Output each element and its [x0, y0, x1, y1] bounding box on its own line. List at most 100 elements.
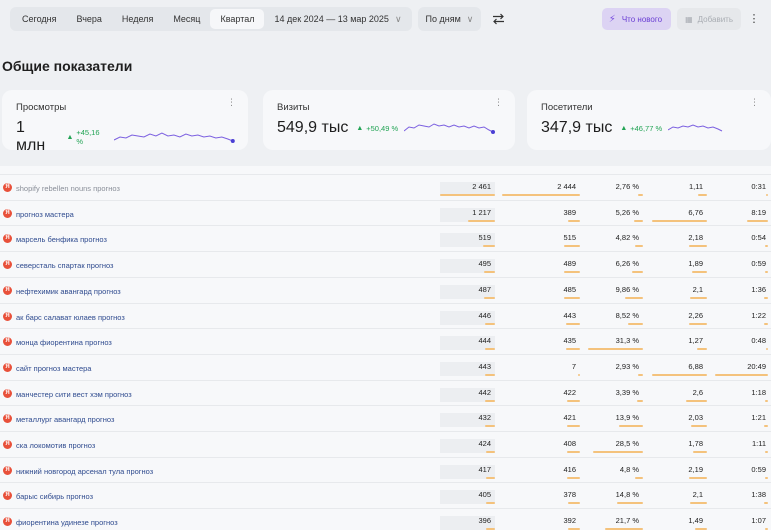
table-cell: 2,19: [652, 465, 707, 479]
more-vert-icon[interactable]: ⋮: [494, 97, 503, 107]
row-label[interactable]: фиорентина удинезе прогноз: [16, 518, 118, 528]
cell-bar: [485, 399, 495, 402]
cell-bar: [484, 296, 495, 299]
table-cell: 2,26: [652, 311, 707, 325]
row-label[interactable]: ска локомотив прогноз: [16, 441, 96, 450]
table-cell: 4,8 %: [588, 465, 643, 479]
table-cell: 2,93 %: [588, 362, 643, 376]
table-cell: 9,86 %: [588, 285, 643, 299]
row-label[interactable]: нижний новгород арсенал тула прогноз: [16, 466, 154, 476]
period-quarter-button[interactable]: Квартал: [210, 9, 265, 29]
metric-delta-value: +45,16 %: [76, 128, 100, 146]
table-cell: 446: [440, 310, 495, 325]
table-cell: 2,1: [652, 285, 707, 299]
row-label[interactable]: сайт прогноз мастера: [16, 363, 92, 373]
table-cell: 1:21: [715, 413, 768, 428]
search-engine-icon: Я: [3, 260, 12, 270]
metric-value: 1 млн: [16, 119, 46, 154]
cell-bar: [763, 502, 768, 505]
row-label[interactable]: металлург авангард прогноз: [16, 415, 115, 425]
more-vert-icon[interactable]: ⋮: [750, 97, 759, 107]
add-button[interactable]: ▦ Добавить: [677, 8, 741, 30]
table-cell: 389: [502, 208, 580, 222]
cell-value: 389: [563, 207, 576, 217]
cell-value: 14,8 %: [615, 490, 639, 500]
period-today-button[interactable]: Сегодня: [22, 14, 57, 24]
cell-value: 2,03: [688, 413, 703, 423]
cell-bar: [692, 451, 707, 453]
metric-card-visits[interactable]: Визиты ⋮ 549,9 тыс ▲ +50,49 %: [263, 90, 515, 150]
swap-icon[interactable]: [491, 12, 505, 26]
bolt-icon: ⚡: [608, 13, 616, 25]
cell-bar: [633, 219, 643, 222]
date-range-picker[interactable]: 14 дек 2024 — 13 мар 2025 ∨: [264, 9, 409, 29]
table-cell: 422: [502, 388, 580, 402]
cell-bar: [689, 476, 707, 479]
cell-bar: [746, 219, 768, 222]
cell-value: 6,26 %: [615, 259, 639, 269]
row-label[interactable]: северсталь спартак прогноз: [16, 261, 114, 271]
table-cell: 1:07: [715, 516, 768, 530]
section-title: Общие показатели: [2, 58, 133, 74]
cell-bar: [618, 425, 643, 428]
row-label[interactable]: манчестер сити вест хэм прогноз: [16, 389, 132, 399]
cell-value: 7: [571, 361, 576, 371]
search-engine-icon: Я: [3, 440, 12, 449]
cell-value: 1:11: [751, 439, 766, 448]
cell-bar: [764, 425, 768, 428]
group-by-select[interactable]: По дням ∨: [417, 7, 482, 31]
cell-value: 432: [478, 413, 491, 423]
row-label[interactable]: прогноз мастера: [16, 209, 74, 219]
cell-bar: [638, 194, 643, 196]
period-week-button[interactable]: Неделя: [121, 14, 154, 24]
more-vert-icon[interactable]: ⋮: [227, 97, 236, 107]
table-cell: 2,1: [652, 490, 707, 505]
metric-card-views[interactable]: Просмотры ⋮ 1 млн ▲ +45,16 %: [2, 90, 248, 154]
table-cell: 392: [502, 516, 580, 530]
cell-value: 1:22: [751, 310, 766, 320]
cell-value: 1,89: [688, 259, 703, 269]
table-cell: 8:19: [715, 208, 768, 222]
period-yesterday-button[interactable]: Вчера: [76, 14, 102, 24]
cell-value: 422: [563, 387, 576, 397]
cell-value: 1,49: [688, 516, 703, 526]
table-cell: 20:49: [715, 362, 768, 376]
up-arrow-icon: ▲: [620, 124, 628, 132]
cell-value: 1:21: [751, 413, 766, 423]
cell-bar: [617, 502, 643, 505]
metric-card-visitors[interactable]: Посетители ⋮ 347,9 тыс ▲ +46,77 %: [527, 90, 771, 150]
row-label[interactable]: марсель бенфика прогноз: [16, 235, 107, 245]
cell-bar: [485, 451, 495, 453]
cell-bar: [564, 296, 580, 299]
cell-bar: [690, 425, 707, 428]
cell-value: 392: [563, 516, 576, 526]
more-vert-icon[interactable]: ⋮: [748, 13, 760, 25]
cell-bar: [483, 245, 495, 248]
whats-new-button[interactable]: ⚡ Что нового: [601, 8, 672, 30]
row-label[interactable]: нефтехимик авангард прогноз: [16, 286, 121, 296]
table-cell: 495: [440, 259, 495, 274]
cell-value: 417: [478, 464, 491, 474]
table-cell: 2,6: [652, 388, 707, 402]
row-label[interactable]: монца фиорентина прогноз: [16, 338, 112, 348]
chevron-down-icon: ∨: [394, 13, 402, 24]
row-label[interactable]: ак барс салават юлаев прогноз: [16, 312, 125, 322]
period-month-button[interactable]: Месяц: [173, 14, 201, 24]
row-label[interactable]: барыс сибирь прогноз: [16, 492, 94, 502]
cell-value: 2,93 %: [615, 361, 639, 371]
row-label[interactable]: shopify rebellen nouns прогноз: [16, 184, 120, 193]
